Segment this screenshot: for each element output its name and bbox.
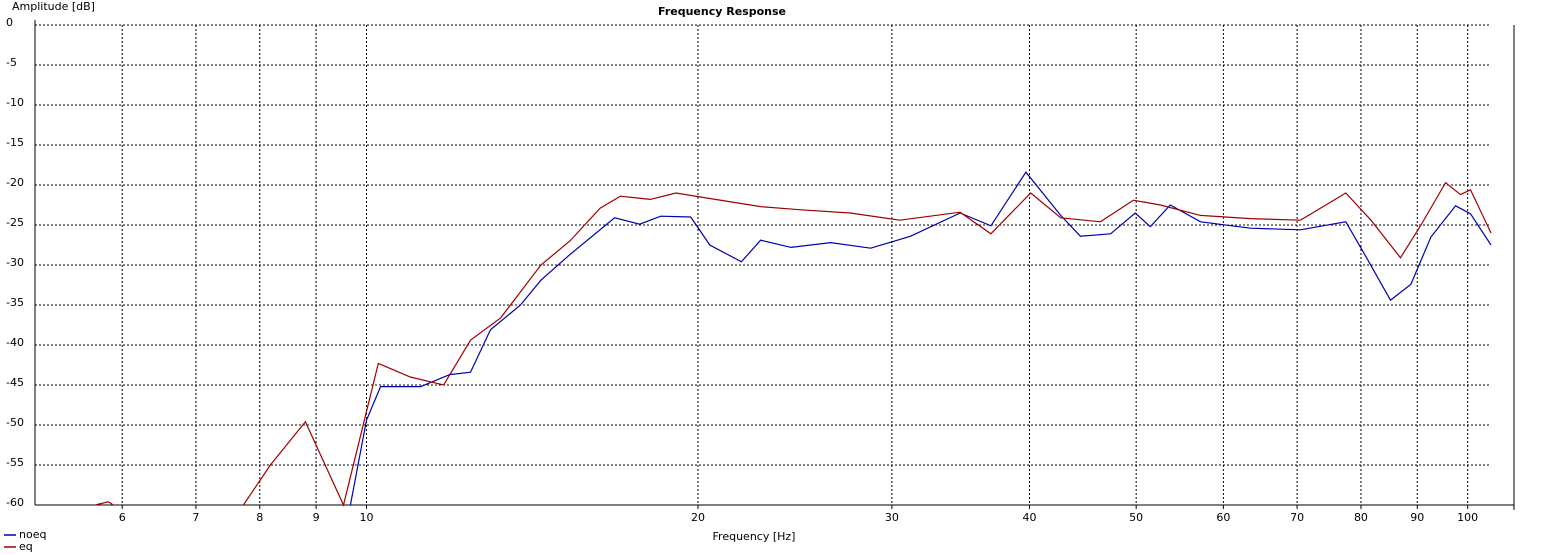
- x-tick-label: 100: [1457, 511, 1478, 524]
- x-tick-label: 50: [1129, 511, 1143, 524]
- y-tick-label: -20: [6, 176, 24, 189]
- y-tick-label: -60: [6, 496, 24, 509]
- x-tick-label: 60: [1216, 511, 1230, 524]
- y-tick-label: -50: [6, 416, 24, 429]
- series-line: [349, 171, 1492, 506]
- y-tick-label: 0: [6, 16, 13, 29]
- x-tick-label: 10: [359, 511, 373, 524]
- x-tick-label: 40: [1022, 511, 1036, 524]
- y-axis-label: Amplitude [dB]: [12, 0, 95, 13]
- x-tick-label: 70: [1290, 511, 1304, 524]
- x-axis-label: Frequency [Hz]: [713, 530, 796, 543]
- x-tick-label: 6: [119, 511, 126, 524]
- x-tick-label: 8: [256, 511, 263, 524]
- series-line: [94, 181, 1492, 507]
- y-tick-label: -35: [6, 296, 24, 309]
- x-tick-label: 80: [1354, 511, 1368, 524]
- x-tick-label: 20: [691, 511, 705, 524]
- x-tick-label: 90: [1410, 511, 1424, 524]
- y-tick-label: -25: [6, 216, 24, 229]
- legend-label: eq: [19, 540, 33, 553]
- y-tick-label: -55: [6, 456, 24, 469]
- y-tick-label: -45: [6, 376, 24, 389]
- legend-label: noeq: [19, 528, 46, 541]
- y-tick-label: -10: [6, 96, 24, 109]
- x-tick-label: 7: [192, 511, 199, 524]
- x-tick-label: 30: [885, 511, 899, 524]
- y-tick-label: -15: [6, 136, 24, 149]
- y-tick-label: -30: [6, 256, 24, 269]
- x-tick-label: 9: [313, 511, 320, 524]
- y-tick-label: -40: [6, 336, 24, 349]
- chart-title: Frequency Response: [658, 5, 786, 18]
- y-tick-label: -5: [6, 56, 17, 69]
